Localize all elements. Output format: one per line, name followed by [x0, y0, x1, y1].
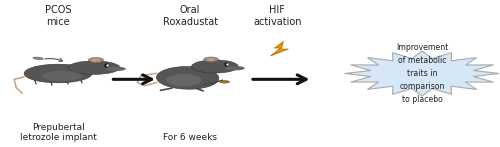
- Ellipse shape: [226, 66, 245, 70]
- Ellipse shape: [92, 59, 100, 62]
- Ellipse shape: [220, 81, 230, 83]
- Text: PCOS
mice: PCOS mice: [45, 5, 72, 27]
- Ellipse shape: [68, 61, 120, 74]
- Polygon shape: [270, 41, 288, 56]
- Ellipse shape: [192, 60, 238, 73]
- Ellipse shape: [33, 57, 43, 60]
- Text: Oral
Roxadustat: Oral Roxadustat: [162, 5, 218, 27]
- Text: Improvement
of metabolic
traits in
comparison
to placebo: Improvement of metabolic traits in compa…: [396, 43, 448, 104]
- Ellipse shape: [156, 67, 219, 89]
- Ellipse shape: [88, 57, 104, 63]
- Text: HIF
activation: HIF activation: [253, 5, 302, 27]
- Polygon shape: [344, 51, 500, 96]
- Text: For 6 weeks: For 6 weeks: [163, 133, 217, 142]
- Ellipse shape: [106, 67, 126, 71]
- Ellipse shape: [24, 64, 92, 83]
- Ellipse shape: [206, 58, 216, 61]
- Ellipse shape: [204, 57, 218, 62]
- Text: Prepubertal
letrozole implant: Prepubertal letrozole implant: [20, 123, 96, 142]
- Ellipse shape: [166, 74, 202, 86]
- Ellipse shape: [42, 71, 82, 81]
